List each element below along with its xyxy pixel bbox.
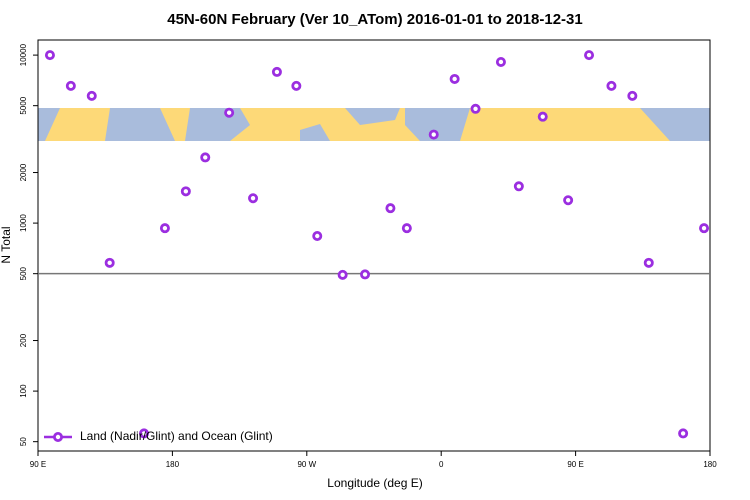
point [200,152,211,163]
chart-title: 45N-60N February (Ver 10_ATom) 2016-01-0… [167,11,582,28]
y-tick-label: 1000 [19,214,28,232]
point [401,223,412,234]
y-tick-label: 100 [19,384,28,398]
point [86,90,97,101]
point [180,186,191,197]
point [470,103,481,114]
point [104,257,115,268]
x-tick-label: 180 [166,460,180,469]
point [563,195,574,206]
x-tick-label: 0 [439,460,444,469]
x-tick-label: 90 E [30,460,46,469]
point [606,80,617,91]
point [360,269,371,280]
y-tick-label: 50 [19,437,28,446]
point [699,223,710,234]
point [495,56,506,67]
x-tick-label: 180 [703,460,717,469]
point [584,50,595,61]
legend-label: Land (Nadir/Glint) and Ocean (Glint) [80,429,273,443]
y-tick-label: 5000 [19,96,28,114]
point [312,230,323,241]
point [271,66,282,77]
x-tick-label: 90 W [297,460,316,469]
point [385,203,396,214]
point [643,257,654,268]
point [428,129,439,140]
point [44,50,55,61]
point [627,90,638,101]
point [678,428,689,439]
point [449,73,460,84]
point [337,269,348,280]
x-axis-label: Longitude (deg E) [327,476,422,490]
y-axis-label: N Total [0,226,13,263]
point [139,428,150,439]
x-tick-label: 90 E [567,460,583,469]
y-tick-label: 10000 [19,43,28,66]
point [248,193,259,204]
point [537,111,548,122]
point [159,223,170,234]
plot-frame [37,39,711,452]
y-tick-label: 500 [19,266,28,280]
point [513,181,524,192]
point [291,80,302,91]
legend-marker [53,431,64,442]
y-tick-label: 2000 [19,163,28,181]
point [65,80,76,91]
y-tick-label: 200 [19,333,28,347]
map-band [38,108,710,141]
point [224,107,235,118]
